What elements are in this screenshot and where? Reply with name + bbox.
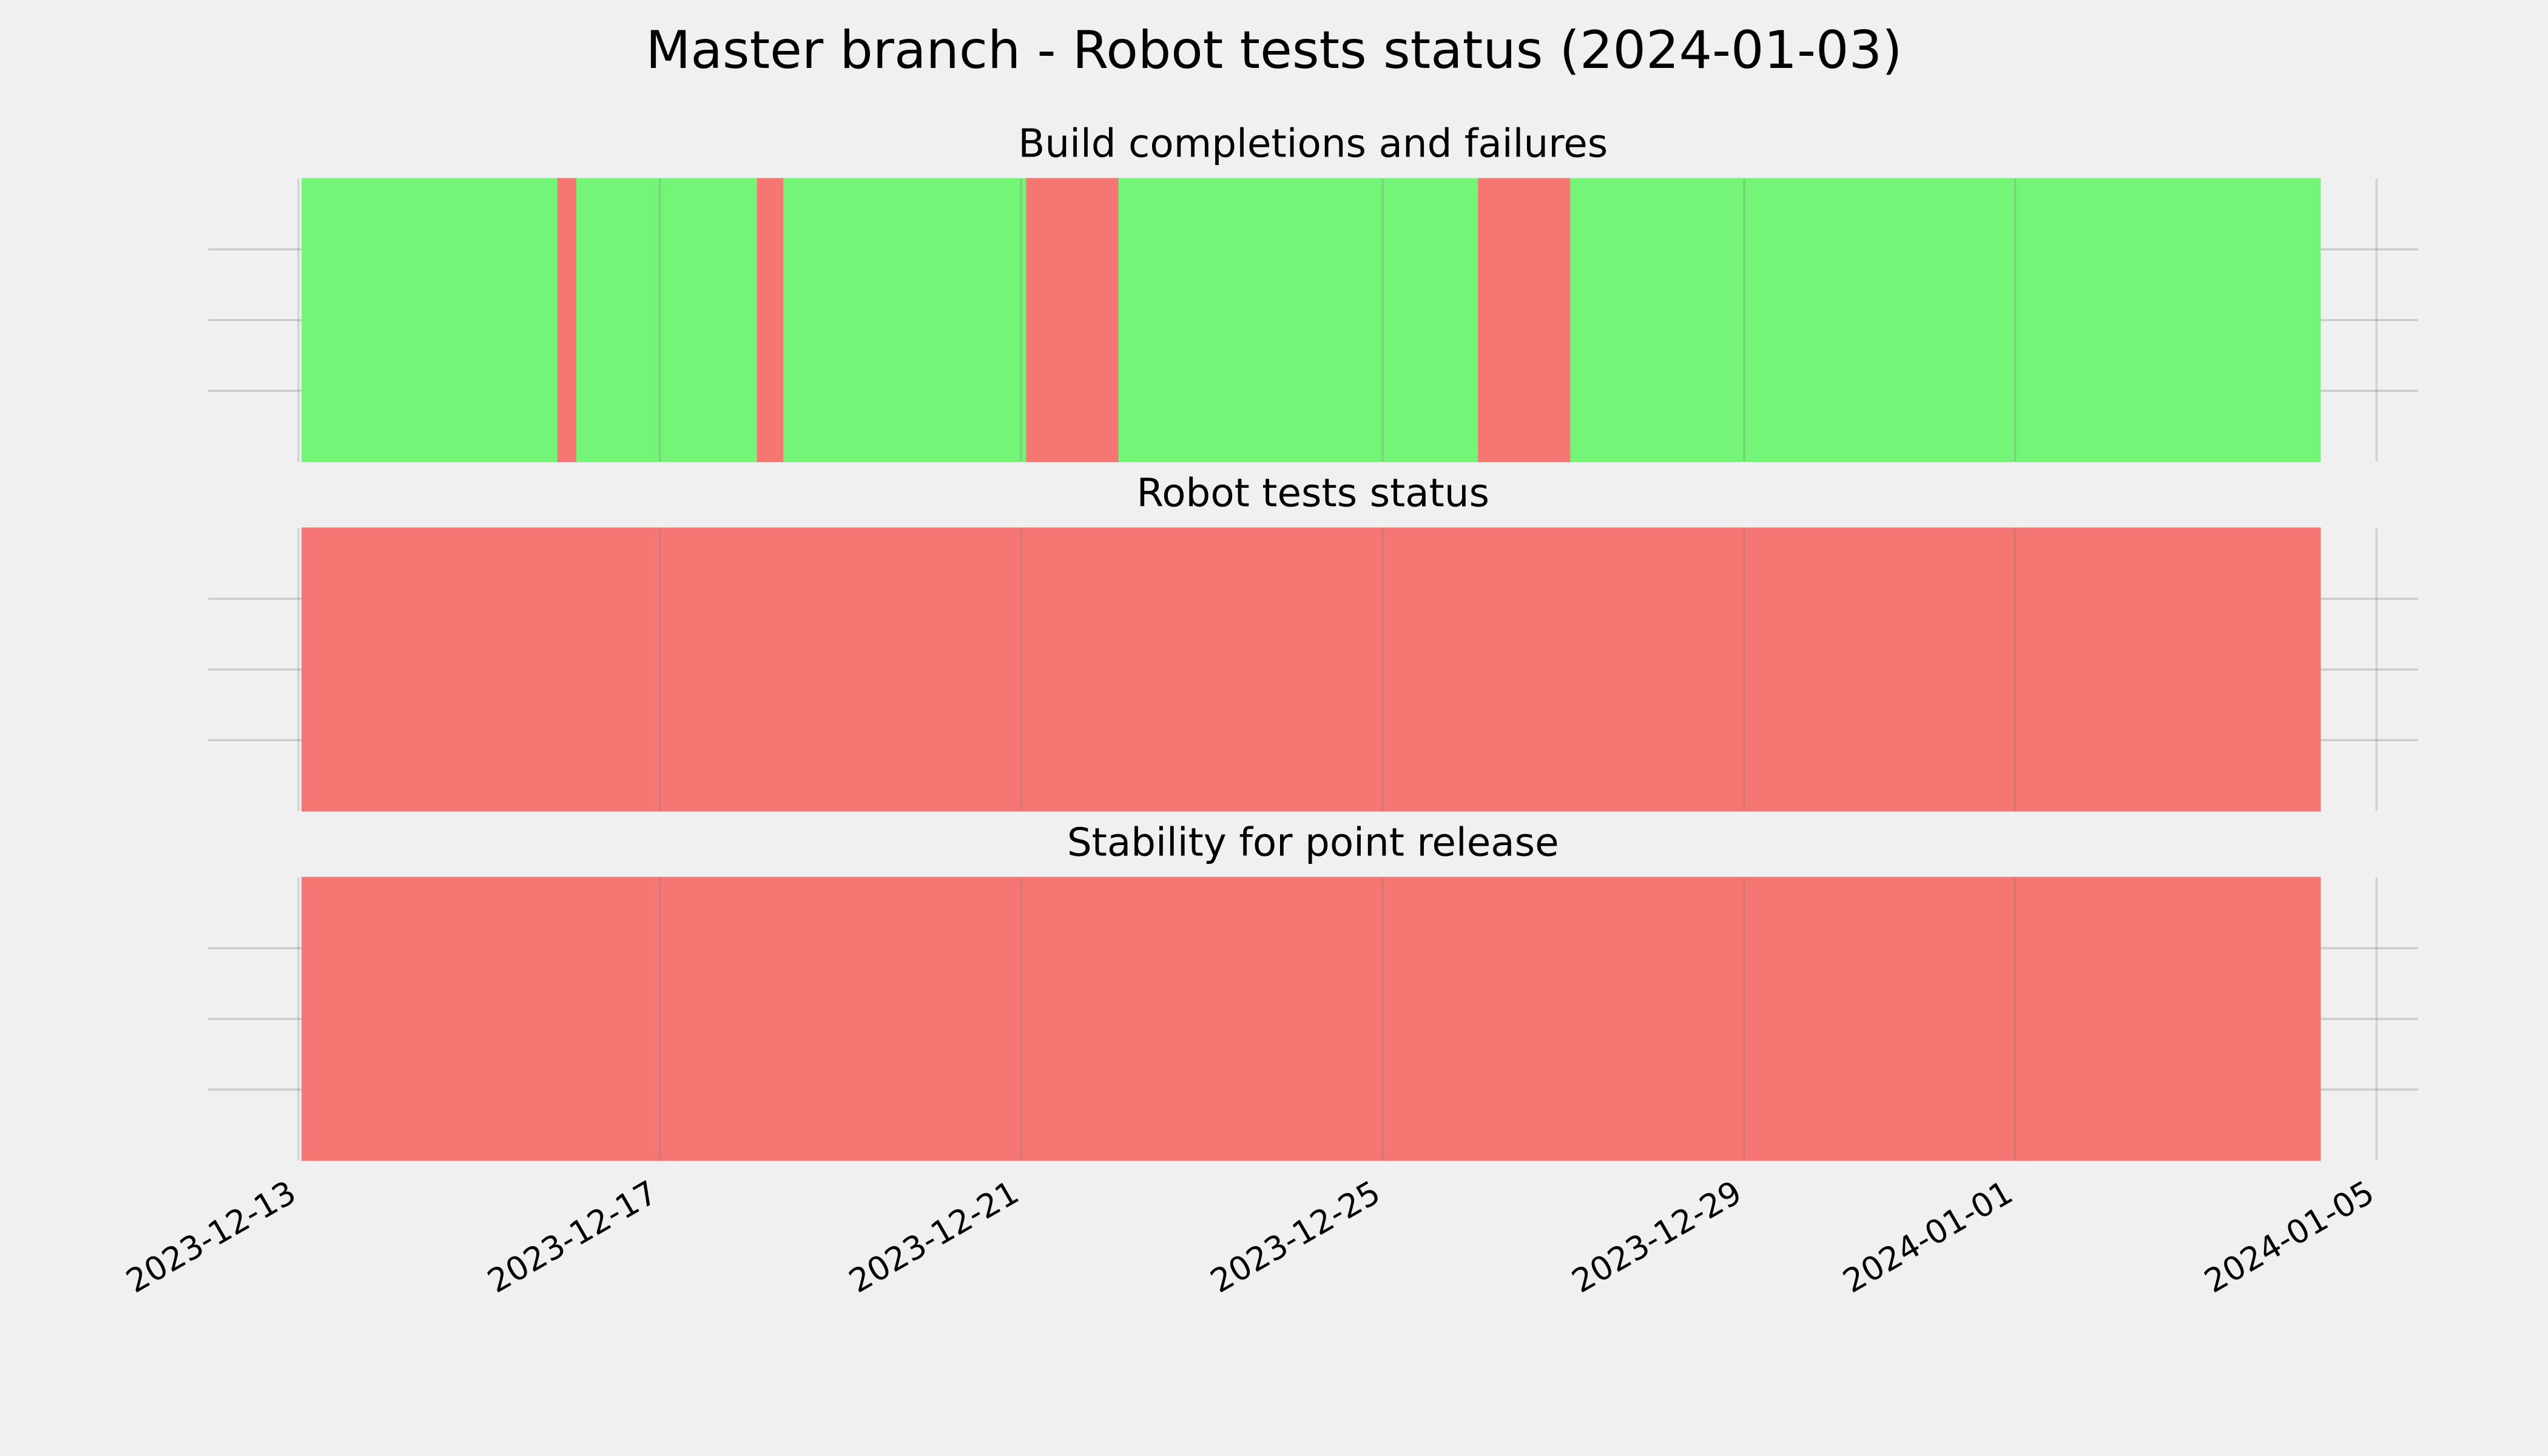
status-span [1026, 178, 1120, 462]
status-span [1478, 178, 1572, 462]
chart-title: Master branch - Robot tests status (2024… [645, 20, 1902, 81]
status-span [757, 178, 785, 462]
panel-title: Build completions and failures [1018, 121, 1608, 167]
status-span [301, 527, 2321, 812]
panel-title: Stability for point release [1067, 820, 1559, 865]
status-span [783, 178, 1028, 462]
status-span [1118, 178, 1480, 462]
status-span [557, 178, 578, 462]
status-span [301, 178, 559, 462]
status-span [301, 877, 2321, 1161]
status-span [576, 178, 758, 462]
status-span [1570, 178, 2321, 462]
panel-title: Robot tests status [1136, 471, 1489, 516]
